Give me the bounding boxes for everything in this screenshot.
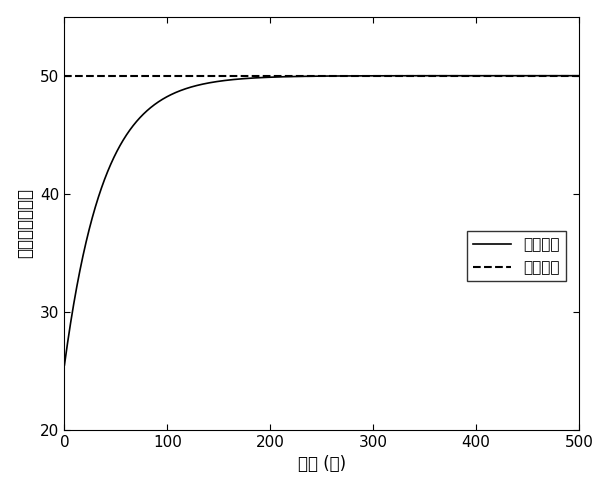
实际温度 xyxy=(575,73,583,78)
实际温度 xyxy=(311,73,318,79)
实际温度 xyxy=(466,73,473,79)
实际温度 xyxy=(61,362,68,368)
实际温度 xyxy=(87,220,95,226)
实际温度 xyxy=(561,73,568,78)
实际温度 xyxy=(560,73,567,78)
Line: 实际温度: 实际温度 xyxy=(65,75,579,365)
Legend: 实际温度, 参考温度: 实际温度, 参考温度 xyxy=(467,231,566,281)
X-axis label: 时间 (秒): 时间 (秒) xyxy=(298,455,346,473)
Y-axis label: 温度（摄氏度）: 温度（摄氏度） xyxy=(16,188,35,258)
参考温度 xyxy=(61,73,68,78)
实际温度 xyxy=(297,74,304,79)
参考温度 xyxy=(62,73,69,78)
